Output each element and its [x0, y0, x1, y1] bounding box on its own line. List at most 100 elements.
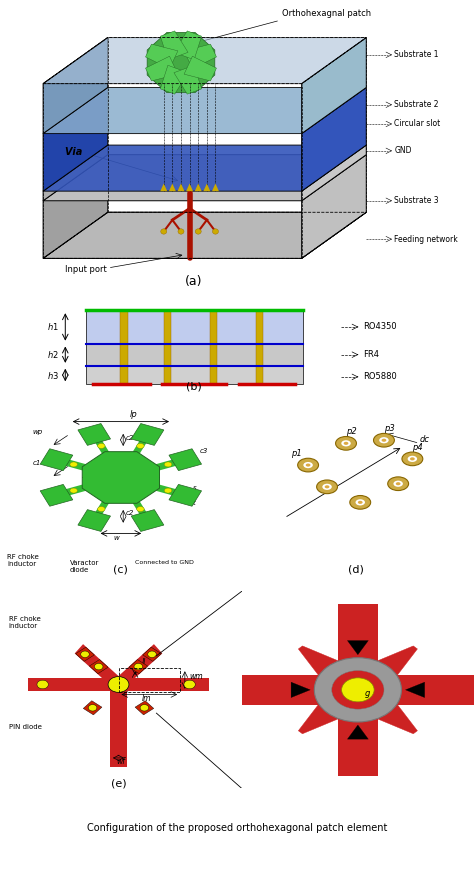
Text: c1: c1: [33, 460, 41, 466]
Circle shape: [382, 439, 386, 442]
Text: (a): (a): [185, 275, 203, 288]
Bar: [118, 668, 180, 692]
Circle shape: [410, 457, 415, 461]
Circle shape: [317, 480, 337, 494]
Circle shape: [350, 496, 371, 509]
Text: lf: lf: [128, 488, 132, 494]
Polygon shape: [169, 183, 176, 191]
Circle shape: [161, 229, 167, 234]
Text: GND: GND: [394, 146, 412, 155]
Polygon shape: [146, 44, 178, 69]
Circle shape: [98, 443, 105, 449]
Circle shape: [137, 506, 144, 512]
Polygon shape: [43, 88, 108, 191]
Circle shape: [137, 443, 144, 449]
Text: Substrate 1: Substrate 1: [394, 50, 439, 60]
Text: Connected to GND: Connected to GND: [135, 560, 194, 565]
Bar: [337, 604, 378, 775]
Circle shape: [148, 651, 156, 658]
Bar: [86, 343, 303, 366]
Circle shape: [195, 229, 201, 234]
Circle shape: [325, 485, 329, 489]
Bar: [210, 310, 218, 385]
Circle shape: [344, 442, 348, 445]
Bar: [164, 310, 171, 385]
Circle shape: [70, 488, 77, 493]
Polygon shape: [174, 66, 201, 94]
Text: RF choke
inductor: RF choke inductor: [7, 554, 39, 567]
Circle shape: [402, 452, 423, 466]
Polygon shape: [40, 449, 73, 470]
Circle shape: [134, 663, 143, 670]
Circle shape: [374, 434, 394, 447]
Bar: [242, 675, 474, 705]
Polygon shape: [174, 31, 201, 60]
Bar: [129, 660, 148, 674]
Text: Via: Via: [65, 146, 86, 157]
Text: lm: lm: [142, 694, 152, 703]
Polygon shape: [203, 183, 210, 191]
Text: p4: p4: [412, 442, 423, 451]
Bar: [28, 678, 209, 691]
Circle shape: [70, 462, 77, 467]
Bar: [86, 366, 303, 385]
Text: $h2$: $h2$: [46, 350, 58, 360]
Text: $h3$: $h3$: [46, 370, 58, 380]
Polygon shape: [184, 44, 217, 69]
Text: p1: p1: [292, 449, 302, 458]
Circle shape: [108, 676, 129, 692]
Polygon shape: [43, 212, 366, 258]
Polygon shape: [291, 682, 310, 697]
Polygon shape: [131, 510, 164, 532]
Circle shape: [303, 462, 313, 468]
Polygon shape: [43, 38, 366, 83]
Polygon shape: [298, 646, 350, 684]
Text: RF choke
inductor: RF choke inductor: [9, 617, 40, 629]
Text: p2: p2: [346, 427, 357, 436]
Text: t: t: [193, 500, 196, 506]
Text: Substrate 3: Substrate 3: [394, 196, 439, 205]
Bar: [76, 647, 94, 661]
Polygon shape: [366, 646, 418, 684]
Polygon shape: [43, 145, 108, 201]
Circle shape: [358, 501, 363, 504]
Bar: [120, 310, 128, 385]
Polygon shape: [78, 510, 110, 532]
Text: PIN diode: PIN diode: [9, 724, 41, 730]
Polygon shape: [43, 88, 366, 133]
Polygon shape: [43, 38, 108, 133]
Text: Varactor
diode: Varactor diode: [70, 560, 99, 573]
Circle shape: [178, 229, 184, 234]
Polygon shape: [147, 32, 215, 93]
Circle shape: [336, 436, 356, 450]
Circle shape: [379, 437, 389, 443]
Text: w: w: [114, 534, 119, 540]
Circle shape: [184, 680, 195, 689]
Circle shape: [98, 506, 105, 512]
Polygon shape: [186, 183, 193, 191]
Bar: [110, 678, 127, 766]
Bar: [255, 310, 264, 385]
Circle shape: [322, 484, 332, 490]
Text: c2: c2: [126, 510, 134, 516]
Circle shape: [388, 477, 409, 491]
Circle shape: [37, 680, 48, 689]
Circle shape: [342, 678, 374, 702]
Circle shape: [356, 499, 365, 505]
Text: $h1$: $h1$: [46, 321, 58, 333]
Text: wp: wp: [33, 429, 43, 435]
Text: Orthohexagnal patch: Orthohexagnal patch: [282, 10, 371, 18]
Bar: [86, 310, 303, 343]
Circle shape: [164, 462, 172, 467]
Polygon shape: [40, 484, 73, 506]
Text: g: g: [365, 689, 370, 698]
Bar: [89, 660, 108, 674]
Polygon shape: [212, 183, 219, 191]
Polygon shape: [160, 66, 188, 94]
Circle shape: [140, 704, 149, 711]
Text: d: d: [144, 468, 149, 477]
Text: ll: ll: [142, 658, 146, 667]
Polygon shape: [195, 183, 201, 191]
Circle shape: [332, 670, 384, 710]
Polygon shape: [301, 155, 366, 258]
